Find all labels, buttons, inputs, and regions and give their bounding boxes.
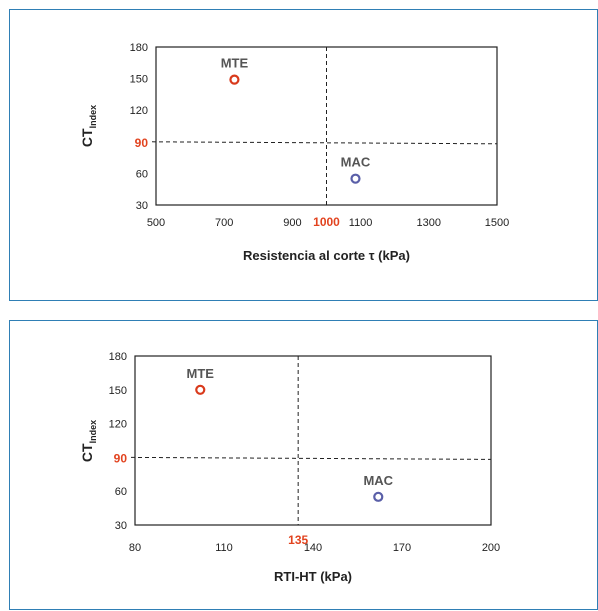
y-tick-label: 60 — [136, 168, 148, 180]
y-tick-label: 150 — [130, 74, 148, 86]
data-point-mac — [373, 491, 384, 502]
y-axis-label-main: CT — [79, 443, 95, 462]
x-tick-label: 80 — [129, 542, 141, 554]
y-tick-label: 180 — [109, 351, 127, 363]
x-tick-label: 200 — [482, 542, 500, 554]
x-threshold-label: 1000 — [313, 215, 340, 229]
point-label-mac: MAC — [341, 155, 371, 170]
y-tick-label: 120 — [109, 419, 127, 431]
chart-shear-strength: 30 60 120 150 180 500 700 900 1100 1300 1500 1000 90… — [79, 42, 509, 263]
y-tick-label: 150 — [109, 385, 127, 397]
x-tick-label: 900 — [283, 217, 301, 229]
x-tick-label: 140 — [304, 542, 322, 554]
x-threshold-label: 135 — [288, 533, 308, 547]
y-tick-label: 30 — [115, 520, 127, 532]
y-axis-label-sub: Index — [88, 105, 98, 129]
chart-panel-shear-strength: 30 60 120 150 180 500 700 900 1100 1300 1500 1000 90… — [9, 9, 598, 301]
y-threshold-line — [130, 456, 492, 460]
x-axis-label: RTI-HT (kPa) — [274, 569, 352, 584]
x-tick-label: 1100 — [349, 217, 373, 229]
chart-panel-rti-ht: 30 60 120 150 180 80 110 140 170 200 135 90 RTI-HT (… — [9, 320, 598, 610]
point-label-mac: MAC — [363, 473, 393, 488]
y-tick-label: 120 — [130, 105, 148, 117]
y-threshold-line — [151, 141, 498, 145]
y-axis-label: CTIndex — [79, 105, 98, 147]
x-tick-label: 500 — [147, 217, 165, 229]
y-threshold-label: 90 — [135, 136, 149, 150]
x-tick-label: 170 — [393, 542, 411, 554]
plot-frame — [134, 355, 492, 526]
x-axis-label: Resistencia al corte τ (kPa) — [243, 248, 410, 263]
point-label-mte: MTE — [221, 56, 249, 71]
y-axis-label-sub: Index — [88, 420, 98, 444]
y-axis-label-main: CT — [79, 128, 95, 147]
x-tick-label: 110 — [215, 542, 233, 554]
y-tick-label: 60 — [115, 486, 127, 498]
data-point-mte — [229, 74, 240, 85]
data-point-mac — [350, 173, 361, 184]
y-tick-label: 30 — [136, 200, 148, 212]
x-tick-label: 1300 — [417, 217, 441, 229]
x-tick-label: 700 — [215, 217, 233, 229]
y-axis-label: CTIndex — [79, 420, 98, 462]
x-tick-label: 1500 — [485, 217, 509, 229]
point-label-mte: MTE — [187, 366, 215, 381]
data-point-mte — [195, 384, 206, 395]
y-tick-label: 180 — [130, 42, 148, 54]
y-threshold-label: 90 — [114, 451, 128, 465]
chart-rti-ht: 30 60 120 150 180 80 110 140 170 200 135 90 RTI-HT (… — [79, 351, 500, 584]
